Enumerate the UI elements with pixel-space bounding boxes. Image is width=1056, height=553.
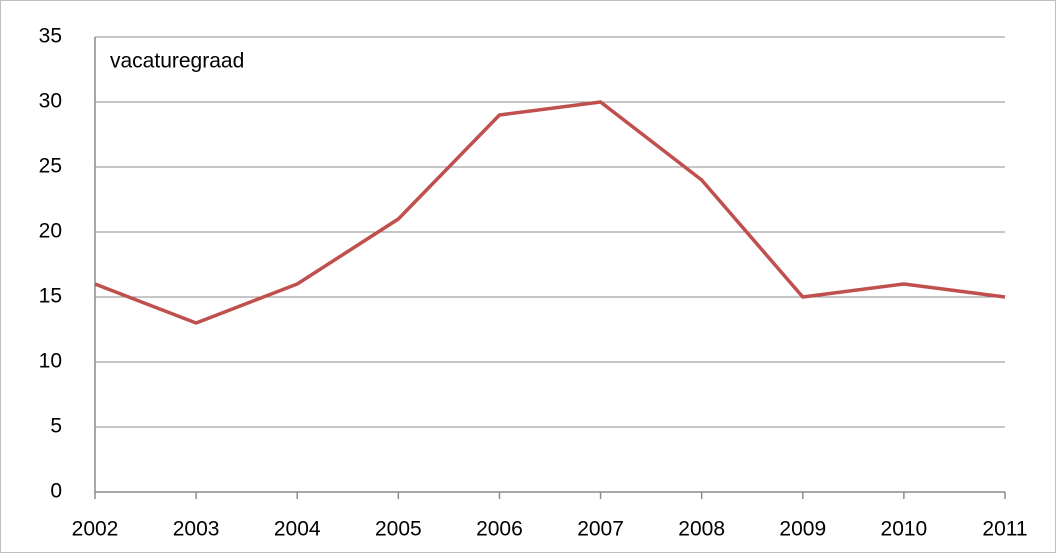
y-tick-label: 25 xyxy=(39,155,62,178)
x-tick-label: 2005 xyxy=(375,518,422,541)
y-tick-label: 30 xyxy=(39,90,62,113)
y-tick-label: 15 xyxy=(39,285,62,308)
x-tick-label: 2007 xyxy=(577,518,624,541)
series-label: vacaturegraad xyxy=(110,50,244,73)
y-tick-label: 10 xyxy=(39,350,62,373)
x-tick-label: 2008 xyxy=(678,518,725,541)
y-tick-label: 5 xyxy=(50,415,62,438)
x-tick-label: 2010 xyxy=(881,518,928,541)
x-tick-label: 2003 xyxy=(173,518,220,541)
line-series xyxy=(94,100,1006,325)
x-tick-label: 2004 xyxy=(274,518,321,541)
x-tick-label: 2009 xyxy=(779,518,826,541)
x-tick-label: 2006 xyxy=(476,518,523,541)
x-tick-label: 2002 xyxy=(72,518,119,541)
y-tick-label: 20 xyxy=(39,220,62,243)
y-tick-label: 0 xyxy=(50,480,62,503)
y-tick-label: 35 xyxy=(39,25,62,48)
x-tick-label: 2011 xyxy=(982,518,1027,541)
